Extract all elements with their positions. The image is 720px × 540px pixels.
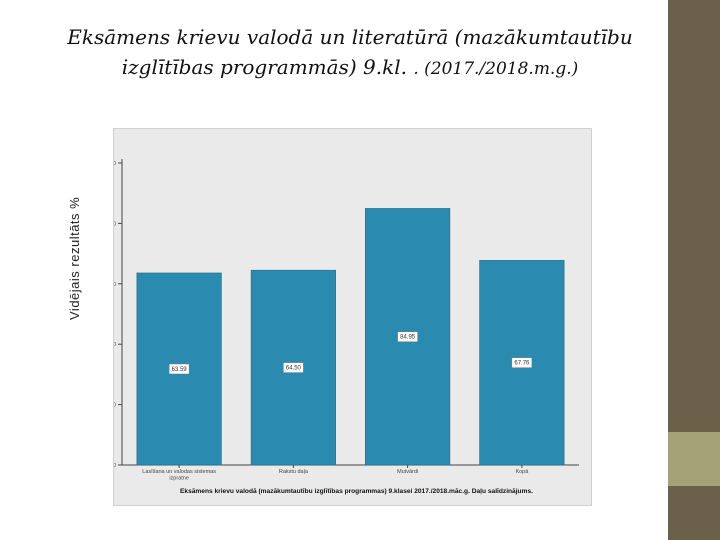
chart-panel: 020406080100Vidējais rezultāts %63.59Las…	[113, 128, 592, 506]
value-label: 63.59	[172, 367, 188, 373]
value-label-box	[168, 363, 190, 375]
bar-chart: 020406080100Vidējais rezultāts %63.59Las…	[114, 159, 579, 495]
sidebar-accent-panel	[665, 432, 720, 486]
category-label: izpratne	[169, 476, 189, 482]
sidebar-bottom-panel	[665, 486, 720, 540]
y-tick-label: 100	[114, 161, 116, 167]
value-label-box	[511, 357, 533, 368]
value-label: 64.50	[286, 366, 302, 372]
title-line-1: Eksāmens krievu valodā un literatūrā (ma…	[67, 25, 633, 49]
y-tick-label: 60	[114, 282, 116, 288]
category-label: Rakstu daļa	[279, 469, 309, 475]
y-tick-label: 80	[114, 221, 116, 227]
title-line-2: izglītības programmās) 9.kl. . (2017./20…	[40, 52, 660, 84]
y-tick-label: 20	[114, 403, 116, 409]
value-label-box	[283, 362, 304, 373]
value-label-box	[397, 331, 418, 342]
y-tick-label: 40	[114, 342, 116, 348]
title-line-2-main: izglītības programmās) 9.kl.	[121, 55, 414, 79]
value-label: 84.95	[400, 335, 416, 341]
category-label: Kopā	[515, 469, 529, 475]
chart-caption: Eksāmens krievu valodā (mazākumtautību i…	[180, 488, 533, 495]
y-tick-label: 0	[114, 463, 116, 469]
category-label: Lasīšana un valodas sistemas	[142, 469, 216, 475]
value-label: 67.76	[514, 361, 530, 367]
sidebar-divider	[665, 0, 668, 540]
title-line-2-year: . (2017./2018.m.g.)	[413, 59, 579, 79]
outer-y-axis-label: Vidējais rezultāts %	[67, 196, 82, 320]
sidebar-dark-panel	[665, 0, 720, 432]
category-label: Mutvārdi	[397, 469, 418, 475]
slide-title: Eksāmens krievu valodā un literatūrā (ma…	[40, 22, 660, 84]
